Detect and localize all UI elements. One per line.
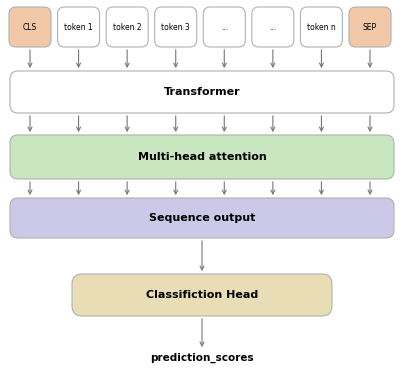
- Text: ...: ...: [269, 22, 276, 32]
- Text: token 3: token 3: [161, 22, 190, 32]
- Text: Transformer: Transformer: [164, 87, 240, 97]
- Text: Sequence output: Sequence output: [149, 213, 255, 223]
- FancyBboxPatch shape: [155, 7, 197, 47]
- FancyBboxPatch shape: [9, 7, 51, 47]
- Text: CLS: CLS: [23, 22, 37, 32]
- Text: SEP: SEP: [363, 22, 377, 32]
- Text: prediction_scores: prediction_scores: [150, 353, 254, 363]
- FancyBboxPatch shape: [10, 198, 394, 238]
- FancyBboxPatch shape: [106, 7, 148, 47]
- Text: Multi-head attention: Multi-head attention: [138, 152, 266, 162]
- Text: Classifiction Head: Classifiction Head: [146, 290, 258, 300]
- FancyBboxPatch shape: [10, 71, 394, 113]
- FancyBboxPatch shape: [72, 274, 332, 316]
- Text: token 2: token 2: [113, 22, 141, 32]
- Text: token 1: token 1: [64, 22, 93, 32]
- FancyBboxPatch shape: [301, 7, 343, 47]
- FancyBboxPatch shape: [252, 7, 294, 47]
- FancyBboxPatch shape: [349, 7, 391, 47]
- FancyBboxPatch shape: [10, 135, 394, 179]
- FancyBboxPatch shape: [203, 7, 245, 47]
- Text: token n: token n: [307, 22, 336, 32]
- Text: ...: ...: [221, 22, 228, 32]
- FancyBboxPatch shape: [58, 7, 99, 47]
